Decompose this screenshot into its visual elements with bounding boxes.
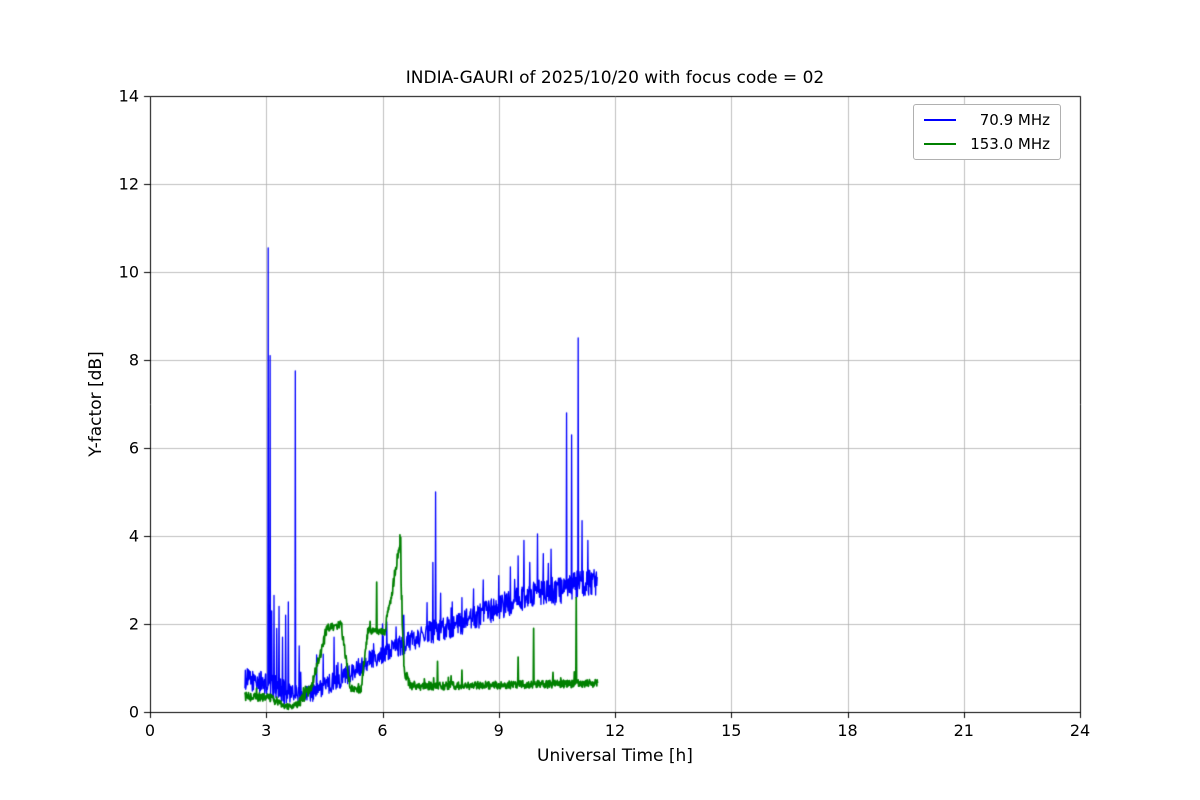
legend-line-swatch xyxy=(924,119,956,121)
legend-row: 70.9 MHz xyxy=(924,111,1050,129)
x-tick-label: 18 xyxy=(837,721,858,740)
legend: 70.9 MHz 153.0 MHz xyxy=(913,104,1061,160)
x-tick-label: 12 xyxy=(604,721,626,740)
x-tick-label: 24 xyxy=(1069,721,1091,740)
y-tick-label: 12 xyxy=(118,174,139,194)
y-tick-label: 14 xyxy=(118,86,139,106)
x-tick-label: 9 xyxy=(493,721,504,740)
x-tick-label: 6 xyxy=(377,721,388,740)
chart-title: INDIA-GAURI of 2025/10/20 with focus cod… xyxy=(405,68,825,88)
y-tick-label: 0 xyxy=(128,702,139,722)
y-axis-label: Y-factor [dB] xyxy=(86,351,106,457)
legend-row: 153.0 MHz xyxy=(924,135,1050,153)
y-tick-label: 2 xyxy=(128,614,139,634)
y-tick-label: 8 xyxy=(128,350,139,370)
y-tick-label: 4 xyxy=(128,526,139,546)
legend-line-swatch xyxy=(924,143,956,145)
x-axis-label: Universal Time [h] xyxy=(537,746,693,766)
x-tick-label: 0 xyxy=(144,721,156,740)
y-tick-label: 6 xyxy=(128,438,139,458)
legend-label: 153.0 MHz xyxy=(970,135,1050,153)
y-tick-label: 10 xyxy=(118,262,139,282)
x-tick-label: 21 xyxy=(953,721,974,740)
legend-label: 70.9 MHz xyxy=(979,111,1050,129)
x-tick-label: 3 xyxy=(261,721,272,740)
x-tick-label: 15 xyxy=(721,721,742,740)
